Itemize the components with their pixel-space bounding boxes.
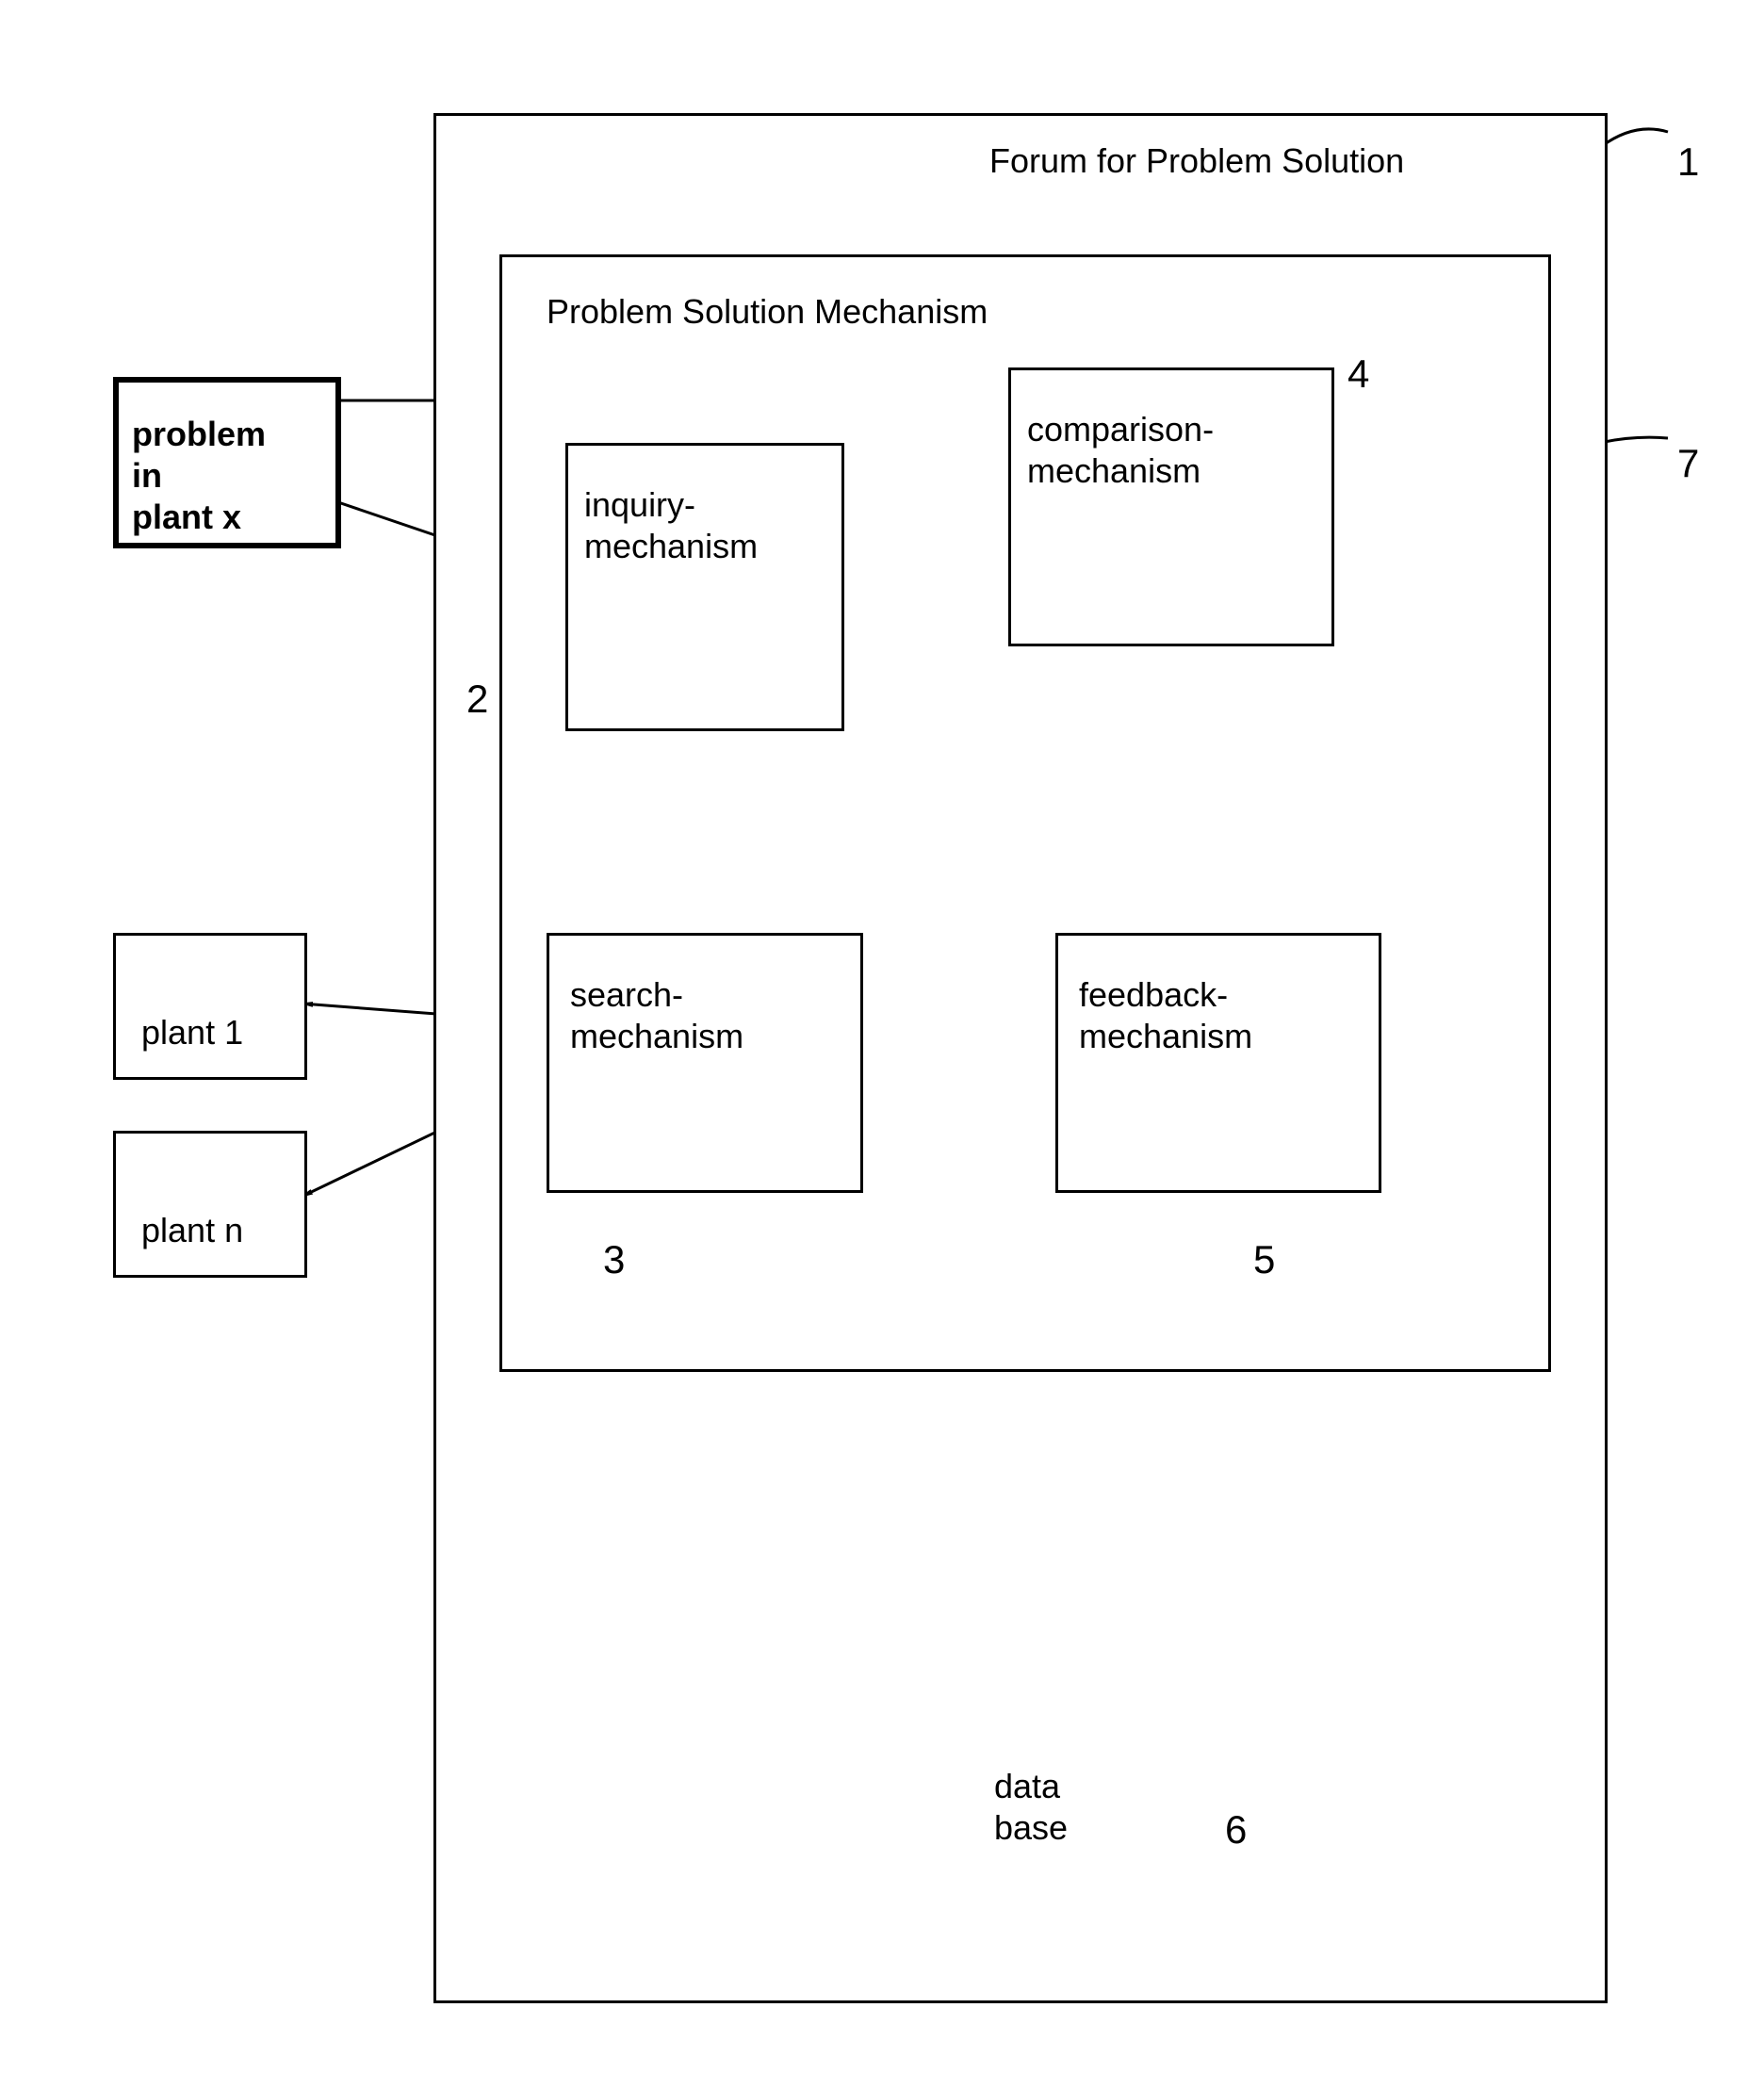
plant1-box: [113, 933, 307, 1080]
psm-title: Problem Solution Mechanism: [547, 292, 988, 332]
problem-text-line-2: plant x: [132, 498, 241, 537]
ref-label-5: 5: [1253, 1237, 1275, 1282]
feedback-text-line-1: mechanism: [1079, 1017, 1252, 1056]
ref-label-6: 6: [1225, 1807, 1247, 1853]
feedback-box: [1055, 933, 1381, 1193]
comparison-text-line-0: comparison-: [1027, 410, 1214, 449]
search-text-line-1: mechanism: [570, 1017, 743, 1056]
problem-text-line-1: in: [132, 456, 162, 496]
comparison-text-line-1: mechanism: [1027, 451, 1200, 491]
ref-leader-1: [1602, 129, 1668, 146]
ref-label-4: 4: [1348, 351, 1369, 397]
plantn-text-line-0: plant n: [141, 1211, 243, 1250]
database-text-line-1: base: [994, 1808, 1068, 1848]
ref-label-7: 7: [1677, 441, 1699, 486]
forum-title: Forum for Problem Solution: [989, 141, 1404, 181]
ref-label-3: 3: [603, 1237, 625, 1282]
feedback-text-line-0: feedback-: [1079, 975, 1228, 1015]
problem-text-line-0: problem: [132, 415, 266, 454]
ref-label-1: 1: [1677, 139, 1699, 185]
search-box: [547, 933, 863, 1193]
search-text-line-0: search-: [570, 975, 683, 1015]
plantn-box: [113, 1131, 307, 1278]
plant1-text-line-0: plant 1: [141, 1013, 243, 1053]
database-text-line-0: data: [994, 1767, 1060, 1806]
inquiry-text-line-0: inquiry-: [584, 485, 695, 525]
inquiry-text-line-1: mechanism: [584, 527, 758, 566]
diagram-stage: Forum for Problem Solution Problem Soluti…: [0, 0, 1764, 2073]
ref-label-2: 2: [466, 677, 488, 722]
